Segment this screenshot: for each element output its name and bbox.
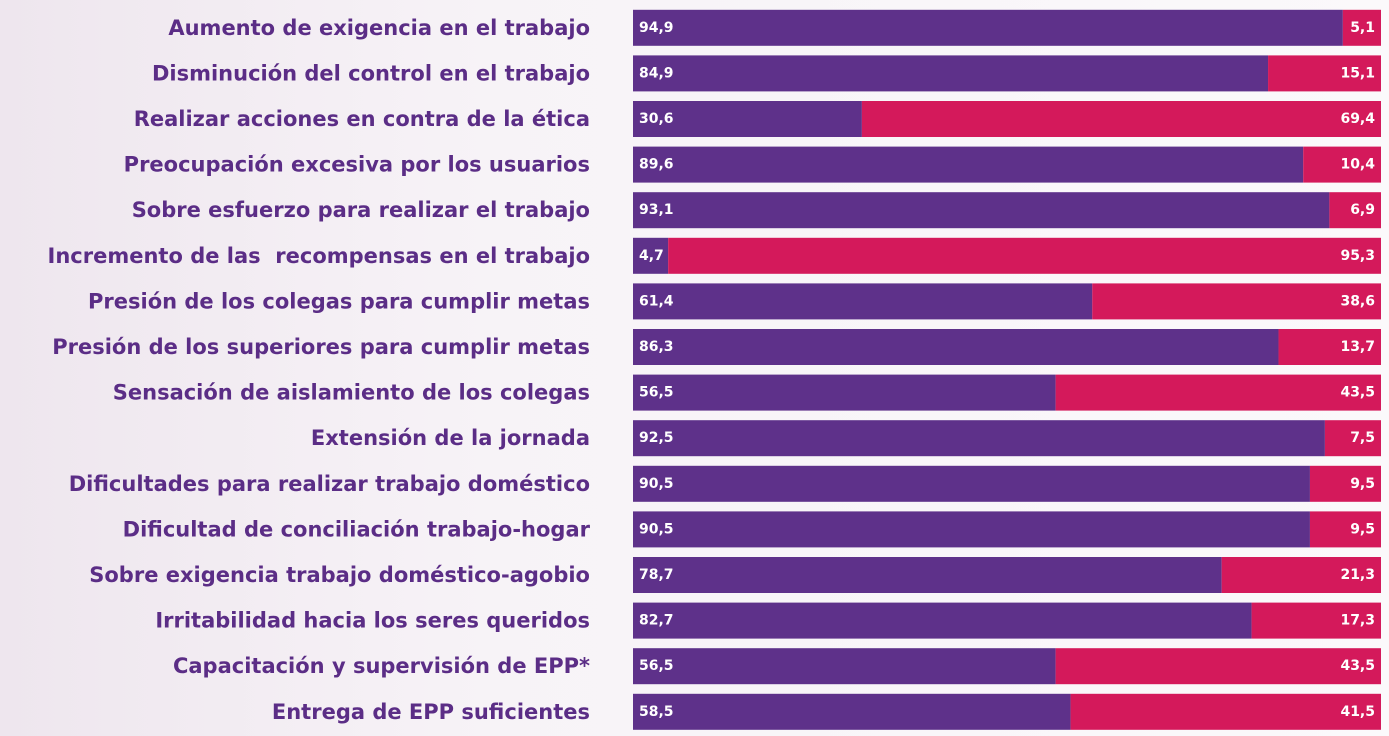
value-label: 43,5 <box>1340 385 1375 401</box>
bar-segment <box>633 192 1330 229</box>
value-label: 93,1 <box>639 202 674 218</box>
bar-segment <box>633 420 1325 457</box>
bar-segment <box>1251 602 1381 639</box>
value-label: 5,1 <box>1350 20 1375 36</box>
category-label: Sobre esfuerzo para realizar el trabajo <box>132 198 590 222</box>
value-label: 41,5 <box>1340 704 1375 720</box>
category-label: Capacitación y supervisión de EPP* <box>173 654 590 678</box>
bar-segment <box>633 283 1093 320</box>
value-label: 56,5 <box>639 658 674 674</box>
value-label: 30,6 <box>639 111 674 127</box>
bar-segment <box>633 55 1269 92</box>
bar-segment <box>1303 146 1381 183</box>
value-label: 4,7 <box>639 248 664 264</box>
category-label: Dificultad de conciliación trabajo-hogar <box>123 517 591 541</box>
bar-segment <box>633 237 669 274</box>
bar-segment <box>668 237 1381 274</box>
bar-segment <box>633 374 1056 411</box>
value-label: 58,5 <box>639 704 674 720</box>
value-label: 61,4 <box>639 293 674 309</box>
value-label: 78,7 <box>639 567 674 583</box>
value-label: 9,5 <box>1350 521 1375 537</box>
category-label: Incremento de las recompensas en el trab… <box>48 244 590 268</box>
value-label: 17,3 <box>1340 613 1375 629</box>
category-label: Presión de los colegas para cumplir meta… <box>88 289 590 313</box>
bar-segment <box>1309 511 1381 548</box>
bar-segment <box>1055 648 1381 685</box>
bar-segment <box>1342 9 1381 46</box>
bar-segment <box>1329 192 1381 229</box>
bar-segment <box>1070 693 1381 730</box>
bar-segment <box>1324 420 1381 457</box>
value-label: 9,5 <box>1350 476 1375 492</box>
bar-segment <box>633 511 1310 548</box>
value-label: 43,5 <box>1340 658 1375 674</box>
value-label: 89,6 <box>639 157 674 173</box>
bar-segment <box>633 602 1252 639</box>
category-label: Aumento de exigencia en el trabajo <box>168 16 590 40</box>
value-label: 13,7 <box>1340 339 1375 355</box>
value-label: 90,5 <box>639 476 674 492</box>
bar-segment <box>633 693 1071 730</box>
bar-segment <box>1268 55 1381 92</box>
bar-segment <box>633 557 1222 593</box>
bar-segment <box>1309 465 1381 502</box>
category-label: Irritabilidad hacia los seres queridos <box>155 609 590 633</box>
bar-segment <box>633 465 1310 502</box>
bar-segment <box>633 9 1343 46</box>
category-label: Preocupación excesiva por los usuarios <box>124 153 590 177</box>
category-label: Realizar acciones en contra de la ética <box>134 107 590 131</box>
value-label: 10,4 <box>1340 157 1375 173</box>
value-label: 86,3 <box>639 339 674 355</box>
bar-segment <box>633 648 1056 685</box>
value-label: 95,3 <box>1340 248 1375 264</box>
value-label: 56,5 <box>639 385 674 401</box>
category-label: Disminución del control en el trabajo <box>152 61 590 85</box>
value-label: 6,9 <box>1350 202 1375 218</box>
category-label: Sensación de aislamiento de los colegas <box>113 381 590 405</box>
category-label: Sobre exigencia trabajo doméstico-agobio <box>89 563 590 587</box>
value-label: 92,5 <box>639 430 674 446</box>
category-label: Entrega de EPP suficientes <box>272 700 590 724</box>
category-label: Presión de los superiores para cumplir m… <box>52 335 590 359</box>
bar-segment <box>633 146 1304 183</box>
value-label: 94,9 <box>639 20 674 36</box>
bar-segment <box>633 329 1279 365</box>
category-label: Extensión de la jornada <box>311 426 590 450</box>
value-label: 7,5 <box>1350 430 1375 446</box>
value-label: 69,4 <box>1340 111 1375 127</box>
category-label: Dificultades para realizar trabajo domés… <box>69 472 590 496</box>
value-label: 82,7 <box>639 613 674 629</box>
value-label: 15,1 <box>1340 65 1375 81</box>
bar-segment <box>1221 557 1381 593</box>
value-label: 90,5 <box>639 521 674 537</box>
bar-segment <box>633 101 862 137</box>
bar-segment <box>1055 374 1381 411</box>
bar-segment <box>1092 283 1381 320</box>
value-label: 38,6 <box>1340 293 1375 309</box>
value-label: 84,9 <box>639 65 674 81</box>
bar-segment <box>1278 329 1381 365</box>
bar-segment <box>861 101 1381 137</box>
value-label: 21,3 <box>1340 567 1375 583</box>
